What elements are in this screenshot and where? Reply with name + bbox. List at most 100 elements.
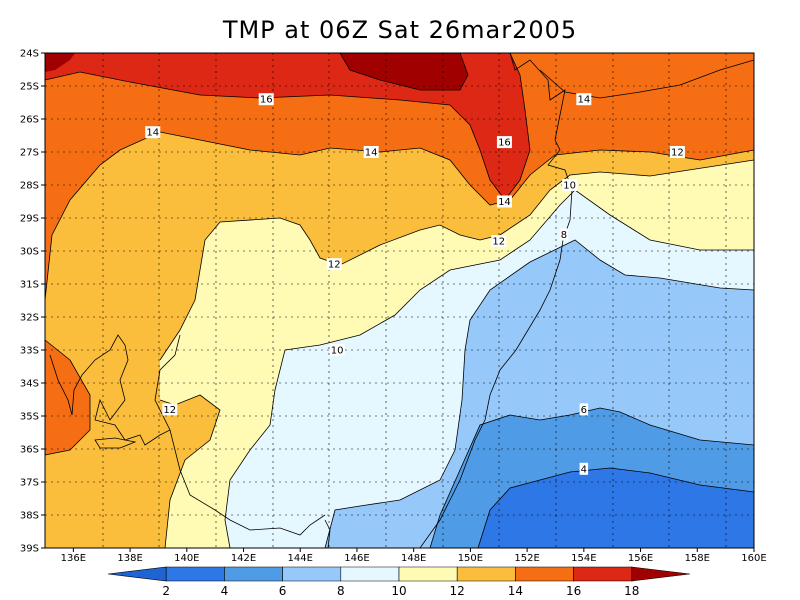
contour-label: 14 bbox=[146, 128, 159, 139]
lat-label: 37S bbox=[20, 478, 39, 489]
band-10-12 bbox=[160, 160, 754, 548]
colorbar-swatch bbox=[340, 566, 400, 582]
lat-label: 26S bbox=[20, 115, 39, 126]
lon-label: 152E bbox=[514, 553, 539, 564]
band-18-plus-left bbox=[45, 53, 75, 72]
colorbar-swatch bbox=[398, 566, 458, 582]
contour-label: 12 bbox=[671, 148, 684, 159]
contour-label: 4 bbox=[581, 464, 587, 475]
contour-label-bg bbox=[258, 93, 274, 106]
lat-label: 36S bbox=[20, 445, 39, 456]
lon-label: 142E bbox=[231, 553, 256, 564]
lat-label: 31S bbox=[20, 280, 39, 291]
contour-label: 16 bbox=[498, 138, 511, 149]
lon-label: 144E bbox=[288, 553, 313, 564]
contour-label-bg bbox=[491, 235, 507, 248]
band-16-18 bbox=[45, 53, 530, 200]
lon-label: 140E bbox=[174, 553, 199, 564]
colorbar-swatch bbox=[573, 566, 633, 582]
lat-label: 24S bbox=[20, 49, 39, 60]
colorbar-label: 18 bbox=[624, 584, 639, 598]
colorbar-label: 10 bbox=[391, 584, 406, 598]
contour-label: 10 bbox=[331, 346, 344, 357]
contour-12 bbox=[159, 394, 221, 549]
lon-label: 154E bbox=[571, 553, 596, 564]
contour-14-sw bbox=[44, 339, 91, 456]
spencer-gulf-line bbox=[49, 334, 181, 446]
colorbar: 2 4 6 8 10 12 14 16 18 bbox=[107, 566, 691, 598]
longitude-labels: 136E 138E 140E 142E 144E 146E 148E 150E 152E 154E… bbox=[61, 553, 767, 564]
latitude-labels: 24S 25S 26S 27S 28S 29S 30S 31S 32S 33S 34S 35S 36S 3… bbox=[20, 49, 39, 555]
contour-label: 12 bbox=[163, 405, 176, 416]
colorbar-label: 4 bbox=[221, 584, 229, 598]
lat-label: 35S bbox=[20, 412, 39, 423]
contour-label-bg bbox=[496, 136, 512, 149]
lon-label: 150E bbox=[458, 553, 483, 564]
contour-18 bbox=[339, 52, 469, 91]
border-line bbox=[169, 429, 326, 536]
contour-label-bg bbox=[145, 126, 161, 139]
contour-label: 12 bbox=[328, 260, 341, 271]
contour-4 bbox=[477, 467, 755, 549]
lon-label: 160E bbox=[741, 553, 766, 564]
shaded-temperature-fields bbox=[45, 53, 754, 548]
lon-label: 156E bbox=[628, 553, 653, 564]
contour-label-bg bbox=[162, 403, 178, 416]
kangaroo-island-line bbox=[94, 437, 137, 449]
lat-label: 32S bbox=[20, 313, 39, 324]
colorbar-swatch bbox=[107, 566, 167, 582]
contour-label-bg bbox=[329, 344, 345, 356]
band-18-plus bbox=[340, 53, 468, 90]
contour-label: 14 bbox=[498, 197, 511, 208]
colorbar-label: 16 bbox=[566, 584, 581, 598]
contour-label: 12 bbox=[492, 237, 505, 248]
lon-label: 148E bbox=[401, 553, 426, 564]
contour-label-bg bbox=[496, 195, 512, 208]
lat-label: 34S bbox=[20, 379, 39, 390]
contour-label-bg bbox=[326, 258, 342, 271]
lat-label: 29S bbox=[20, 214, 39, 225]
colorbar-swatch bbox=[456, 566, 516, 582]
axis-ticks bbox=[41, 52, 755, 552]
plot-frame bbox=[44, 52, 755, 549]
lon-label: 138E bbox=[117, 553, 142, 564]
contour-8 bbox=[324, 239, 755, 549]
contour-6 bbox=[429, 407, 755, 549]
contour-label: 16 bbox=[260, 95, 273, 106]
contour-label: 10 bbox=[563, 181, 576, 192]
contour-label-bg bbox=[579, 462, 589, 475]
colorbar-swatch bbox=[165, 566, 225, 582]
lat-label: 25S bbox=[20, 82, 39, 93]
colorbar-swatch bbox=[631, 566, 691, 582]
colorbar-swatch bbox=[224, 566, 283, 582]
colorbar-swatch bbox=[282, 566, 342, 582]
colorbar-swatch bbox=[515, 566, 574, 582]
lat-label: 33S bbox=[20, 346, 39, 357]
lon-label: 136E bbox=[61, 553, 86, 564]
colorbar-label: 6 bbox=[279, 584, 287, 598]
colorbar-label: 12 bbox=[450, 584, 465, 598]
lon-label: 158E bbox=[685, 553, 710, 564]
contour-label-bg bbox=[559, 228, 569, 241]
contour-label-bg bbox=[579, 403, 589, 416]
contour-14-west bbox=[44, 131, 755, 301]
contour-label: 14 bbox=[365, 148, 378, 159]
contour-label-bg bbox=[363, 146, 379, 158]
colorbar-label: 8 bbox=[337, 584, 345, 598]
map-title: TMP at 06Z Sat 26mar2005 bbox=[222, 16, 578, 44]
contour-label: 14 bbox=[577, 95, 590, 106]
contour-10 bbox=[224, 189, 754, 549]
lat-label: 28S bbox=[20, 181, 39, 192]
band-8-10 bbox=[225, 190, 754, 548]
band-14-16-ne-cover bbox=[520, 53, 754, 98]
band-4-6 bbox=[430, 408, 754, 548]
colorbar-label: 14 bbox=[508, 584, 523, 598]
contour-label: 6 bbox=[581, 405, 587, 416]
lat-label: 27S bbox=[20, 148, 39, 159]
contour-label-bg bbox=[576, 93, 592, 106]
lon-label: 146E bbox=[344, 553, 369, 564]
lat-label: 30S bbox=[20, 247, 39, 258]
contour-12b bbox=[159, 159, 755, 361]
contour-16 bbox=[44, 52, 531, 201]
